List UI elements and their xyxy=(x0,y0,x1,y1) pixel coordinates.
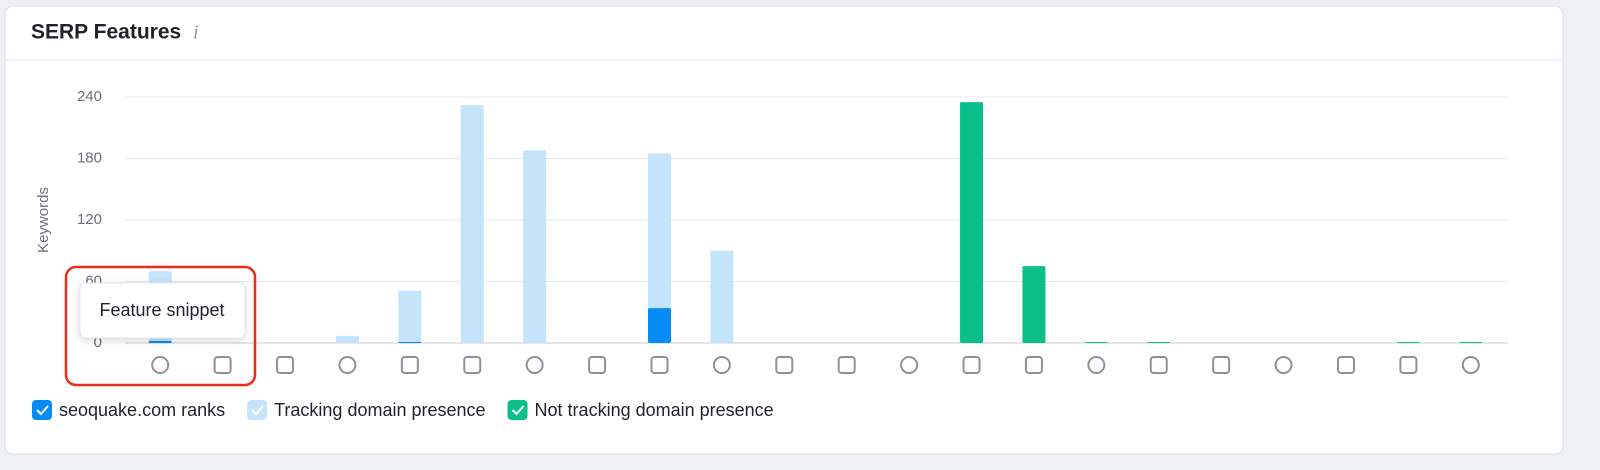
feature-icon[interactable] xyxy=(400,356,419,374)
bar xyxy=(1084,341,1108,343)
legend-check xyxy=(511,405,525,416)
icon-shape xyxy=(775,356,794,374)
icon-shape xyxy=(588,356,607,374)
bar xyxy=(398,341,422,343)
feature-icon[interactable] xyxy=(1274,356,1293,374)
feature-icon[interactable] xyxy=(900,356,919,374)
feature-icon[interactable] xyxy=(962,356,981,374)
icon-shape xyxy=(712,356,731,374)
feature-icon[interactable] xyxy=(712,356,731,374)
feature-icon[interactable] xyxy=(1212,356,1231,374)
icon-shape xyxy=(276,356,295,374)
bar xyxy=(1022,266,1046,343)
icon-shape xyxy=(962,356,981,374)
bar xyxy=(523,150,547,343)
tooltip-box xyxy=(79,282,246,339)
bar xyxy=(1147,341,1171,343)
icon-shape xyxy=(1274,356,1293,374)
feature-icon[interactable] xyxy=(463,356,482,374)
feature-icon[interactable] xyxy=(151,356,170,374)
legend-checkbox[interactable] xyxy=(32,400,52,420)
legend-label: Tracking domain presence xyxy=(274,400,485,420)
legend-label: Not tracking domain presence xyxy=(535,400,774,420)
feature-icon[interactable] xyxy=(837,356,856,374)
info-icon[interactable]: i xyxy=(193,22,199,44)
feature-icon[interactable] xyxy=(1024,356,1043,374)
icon-shape xyxy=(900,356,919,374)
icon-shape xyxy=(463,356,482,374)
icon-shape xyxy=(338,356,357,374)
icon-shape xyxy=(1461,356,1480,374)
feature-icon[interactable] xyxy=(338,356,357,374)
feature-icon[interactable] xyxy=(276,356,295,374)
y-tick-label: 0 xyxy=(94,334,102,351)
highlight-box xyxy=(64,265,257,387)
icon-shape xyxy=(1087,356,1106,374)
icon-shape xyxy=(650,356,669,374)
icon-shape xyxy=(837,356,856,374)
feature-icon[interactable] xyxy=(588,356,607,374)
feature-icon[interactable] xyxy=(650,356,669,374)
bar xyxy=(398,290,422,343)
bar xyxy=(960,102,984,343)
card xyxy=(4,5,1564,455)
feature-icon[interactable] xyxy=(1399,356,1418,374)
legend-check xyxy=(36,405,49,416)
feature-icon[interactable] xyxy=(1461,356,1480,374)
bar xyxy=(460,105,484,343)
bar xyxy=(1459,341,1483,343)
card-title: SERP Features xyxy=(31,21,181,44)
y-tick-label: 120 xyxy=(77,211,102,228)
feature-icon[interactable] xyxy=(525,356,544,374)
bar xyxy=(647,153,671,343)
legend-checkbox[interactable] xyxy=(247,400,268,420)
y-axis-label: Keywords xyxy=(35,187,52,253)
icon-shape xyxy=(151,356,170,374)
icon-shape xyxy=(1336,356,1355,374)
icon-shape xyxy=(1149,356,1168,374)
feature-icon[interactable] xyxy=(775,356,794,374)
icon-shape xyxy=(213,356,232,374)
bar xyxy=(335,335,359,343)
legend-label: seoquake.com ranks xyxy=(59,400,225,420)
icon-shape xyxy=(1024,356,1043,374)
icon-shape xyxy=(1212,356,1231,374)
icon-shape xyxy=(525,356,544,374)
feature-icon[interactable] xyxy=(1336,356,1355,374)
icon-shape xyxy=(1399,356,1418,374)
tooltip-text: Feature snippet xyxy=(99,300,224,320)
icon-shape xyxy=(400,356,419,374)
feature-icon[interactable] xyxy=(213,356,232,374)
legend-check xyxy=(251,405,264,416)
bar xyxy=(647,308,671,343)
legend-checkbox[interactable] xyxy=(507,400,528,420)
bar xyxy=(1396,341,1420,343)
y-tick-label: 180 xyxy=(77,149,102,166)
feature-icon[interactable] xyxy=(1087,356,1106,374)
feature-icon[interactable] xyxy=(1149,356,1168,374)
bar xyxy=(148,340,172,343)
bar xyxy=(710,250,734,343)
y-tick-label: 240 xyxy=(77,88,102,105)
